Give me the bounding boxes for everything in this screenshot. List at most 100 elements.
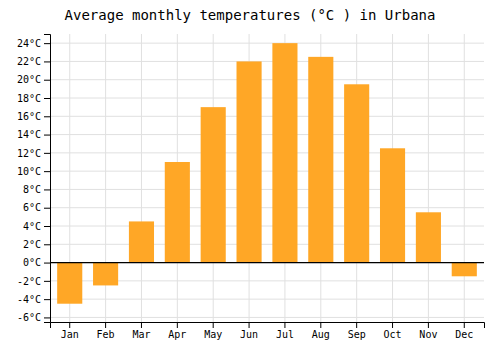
y-tick-label: -2°C bbox=[17, 276, 41, 287]
y-tick-mark bbox=[44, 171, 50, 172]
y-tick-mark bbox=[44, 189, 50, 190]
x-tick-label: Sep bbox=[348, 329, 366, 340]
chart-container: Average monthly temperatures (°C ) in Ur… bbox=[0, 0, 500, 350]
x-tick-mark bbox=[213, 322, 214, 328]
x-tick-label: Jun bbox=[240, 329, 258, 340]
bar bbox=[237, 61, 262, 262]
x-tick: May bbox=[204, 322, 222, 340]
x-tick: Sep bbox=[348, 322, 366, 340]
bars bbox=[57, 43, 477, 304]
x-tick: Nov bbox=[419, 322, 437, 340]
y-tick: 8°C bbox=[23, 184, 50, 195]
y-tick-label: 22°C bbox=[17, 56, 41, 67]
x-tick-mark bbox=[69, 322, 70, 328]
x-tick: Oct bbox=[384, 322, 402, 340]
grid-line-y bbox=[50, 207, 484, 208]
y-tick: 22°C bbox=[17, 56, 50, 67]
y-tick-mark bbox=[44, 98, 50, 99]
y-tick: 20°C bbox=[17, 74, 50, 85]
x-tick-mark bbox=[464, 322, 465, 328]
y-tick-label: 24°C bbox=[17, 38, 41, 49]
bar bbox=[272, 43, 297, 262]
zero-line bbox=[50, 262, 484, 263]
y-tick-mark bbox=[44, 281, 50, 282]
y-tick: 18°C bbox=[17, 93, 50, 104]
y-tick: -6°C bbox=[17, 312, 50, 323]
grid-line-y bbox=[50, 262, 484, 263]
grid-line-y bbox=[50, 61, 484, 62]
y-tick-label: 14°C bbox=[17, 129, 41, 140]
x-tick: Apr bbox=[168, 322, 186, 340]
x-tick-label: Apr bbox=[168, 329, 186, 340]
y-tick-mark bbox=[44, 208, 50, 209]
y-tick-label: -4°C bbox=[17, 294, 41, 305]
y-tick-mark bbox=[44, 135, 50, 136]
y-tick: 16°C bbox=[17, 111, 50, 122]
y-tick-mark bbox=[44, 43, 50, 44]
grid-line-y bbox=[50, 317, 484, 318]
y-tick-label: 6°C bbox=[23, 202, 41, 213]
y-tick-label: 2°C bbox=[23, 239, 41, 250]
x-tick-mark bbox=[284, 322, 285, 328]
grid-line-y bbox=[50, 299, 484, 300]
y-tick-label: 0°C bbox=[23, 257, 41, 268]
y-tick: 10°C bbox=[17, 166, 50, 177]
y-tick-mark bbox=[44, 317, 50, 318]
y-tick: 2°C bbox=[23, 239, 50, 250]
y-axis: -6°C -4°C -2°C 0°C 2°C 4°C 6°C 8°C 10°C 12°C 14°C 1… bbox=[17, 35, 51, 324]
grid-line-y bbox=[50, 171, 484, 172]
plot: JanFebMarAprMayJunJulAugSepOctNovDec-6°C… bbox=[17, 34, 485, 340]
x-tick-label: Oct bbox=[384, 329, 402, 340]
x-tick-label: Aug bbox=[312, 329, 330, 340]
y-tick: 0°C bbox=[23, 257, 50, 268]
y-tick-label: 8°C bbox=[23, 184, 41, 195]
x-tick: Dec bbox=[455, 322, 473, 340]
y-tick-mark bbox=[44, 61, 50, 62]
y-tick-mark bbox=[44, 226, 50, 227]
x-tick: Jul bbox=[276, 322, 294, 340]
y-tick-mark bbox=[44, 116, 50, 117]
x-tick-mark bbox=[356, 322, 357, 328]
x-tick-mark bbox=[249, 322, 250, 328]
grid-line-x bbox=[464, 34, 465, 322]
y-tick: 6°C bbox=[23, 202, 50, 213]
y-axis-line bbox=[44, 35, 51, 323]
x-tick-label: Jul bbox=[276, 329, 294, 340]
x-tick-label: May bbox=[204, 329, 222, 340]
grid-line-y bbox=[50, 79, 484, 80]
x-tick-mark bbox=[392, 322, 393, 328]
y-tick: 4°C bbox=[23, 221, 50, 232]
y-tick-label: -6°C bbox=[17, 312, 41, 323]
x-tick: Feb bbox=[97, 322, 115, 340]
y-tick-label: 16°C bbox=[17, 111, 41, 122]
bar bbox=[165, 162, 190, 263]
y-tick-mark bbox=[44, 244, 50, 245]
bar bbox=[129, 221, 154, 262]
x-axis: JanFebMarAprMayJunJulAugSepOctNovDec bbox=[51, 322, 485, 340]
grid-line-x bbox=[141, 34, 142, 322]
bar bbox=[308, 57, 333, 263]
bar bbox=[452, 263, 477, 277]
chart-svg: Average monthly temperatures (°C ) in Ur… bbox=[0, 0, 500, 350]
x-tick-mark bbox=[177, 322, 178, 328]
y-tick: -2°C bbox=[17, 276, 50, 287]
bar bbox=[380, 148, 405, 262]
grid-line-y bbox=[50, 98, 484, 99]
bar bbox=[93, 263, 118, 286]
x-tick-label: Jan bbox=[61, 329, 79, 340]
grid-line-y bbox=[50, 152, 484, 153]
y-tick-label: 20°C bbox=[17, 74, 41, 85]
y-tick-mark bbox=[44, 299, 50, 300]
grid-line-y bbox=[50, 189, 484, 190]
x-tick-label: Dec bbox=[455, 329, 473, 340]
grid bbox=[50, 34, 484, 322]
y-tick-label: 4°C bbox=[23, 221, 41, 232]
x-tick: Jan bbox=[61, 322, 79, 340]
x-tick: Aug bbox=[312, 322, 330, 340]
y-tick-mark bbox=[44, 263, 50, 264]
y-tick-label: 12°C bbox=[17, 148, 41, 159]
x-axis-line bbox=[51, 323, 485, 329]
x-tick-mark bbox=[105, 322, 106, 328]
x-tick-mark bbox=[141, 322, 142, 328]
y-tick-mark bbox=[44, 153, 50, 154]
